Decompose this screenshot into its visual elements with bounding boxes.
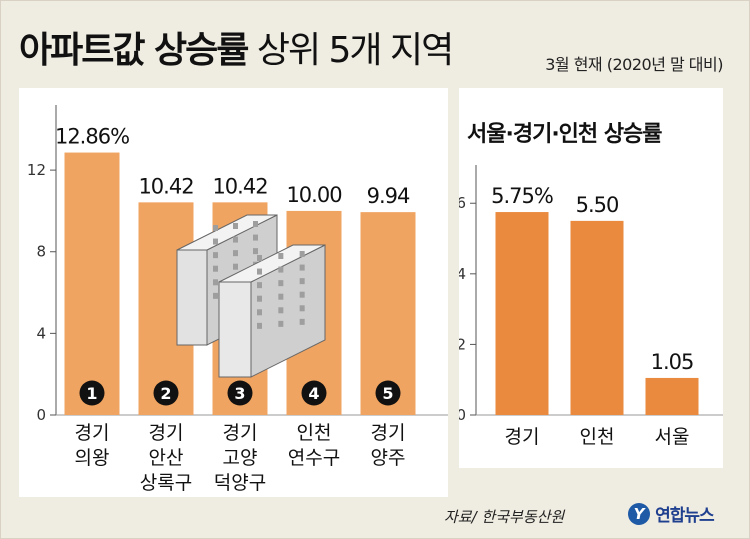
logo-text: 연합뉴스 — [655, 506, 715, 526]
category-label: 경기 — [223, 422, 258, 444]
y-tick-label: 4 — [36, 324, 46, 342]
rank-badge — [375, 380, 401, 406]
value-label: 5.75% — [491, 184, 553, 208]
rank-number: 5 — [382, 384, 393, 403]
y-tick-label: 0 — [36, 406, 46, 424]
category-label: 덕양구 — [214, 472, 266, 494]
value-label: 10.42 — [212, 174, 267, 198]
bar — [570, 220, 624, 415]
rank-number: 3 — [234, 384, 245, 403]
rank-badge — [153, 380, 179, 406]
rank-number: 1 — [86, 384, 97, 403]
y-tick-label: 2 — [459, 335, 466, 353]
y-tick-label: 12 — [27, 161, 46, 179]
category-label: 고양 — [223, 447, 258, 469]
y-tick-label: 4 — [459, 265, 466, 283]
rank-badge — [301, 380, 327, 406]
rank-number: 4 — [308, 384, 319, 403]
category-label: 경기 — [505, 426, 540, 448]
bar — [495, 212, 549, 415]
y-tick-label: 8 — [36, 243, 46, 261]
category-label: 안산 — [149, 447, 184, 469]
bar — [645, 377, 699, 415]
category-label: 양주 — [371, 447, 406, 469]
category-label: 의왕 — [75, 447, 110, 469]
region-bar-chart: 0 2 4 6 5.75% 경기 5.50 인천 1.05 서울 — [456, 165, 723, 448]
category-label: 인천 — [580, 426, 615, 448]
apartment-building-icon — [176, 214, 326, 378]
title-bold: 아파트값 상승률 — [19, 30, 249, 71]
category-label: 경기 — [371, 422, 406, 444]
value-label: 9.94 — [367, 184, 410, 208]
y-tick-label: 0 — [459, 406, 466, 424]
subtitle: 3월 현재 (2020년 말 대비) — [545, 55, 723, 74]
category-label: 상록구 — [140, 472, 192, 494]
source-note: 자료/ 한국부동산원 — [444, 508, 565, 526]
category-label: 경기 — [75, 422, 110, 444]
rank-badge — [79, 380, 105, 406]
category-label: 서울 — [655, 426, 690, 448]
page-title: 아파트값 상승률 상위 5개 지역 — [19, 21, 454, 73]
region-chart-title: 서울·경기·인천 상승률 — [467, 122, 663, 147]
value-label: 1.05 — [651, 350, 694, 374]
category-label: 인천 — [297, 422, 332, 444]
rank-number: 2 — [160, 384, 171, 403]
y-tick-label: 6 — [459, 194, 466, 212]
bar — [64, 152, 120, 415]
value-label: 12.86% — [55, 125, 129, 149]
value-label: 10.42 — [138, 174, 193, 198]
region-chart-panel: 서울·경기·인천 상승률 0 2 4 6 5.75% 경기 5.50 인천 1.05 서울 — [456, 88, 723, 468]
rank-badge — [227, 380, 253, 406]
yonhap-logo: Y 연합뉴스 — [628, 501, 715, 526]
category-label: 경기 — [149, 422, 184, 444]
category-label: 연수구 — [288, 447, 340, 469]
title-rest: 상위 5개 지역 — [256, 30, 454, 71]
value-label: 10.00 — [286, 183, 341, 207]
value-label: 5.50 — [576, 193, 619, 217]
logo-mark: Y — [628, 502, 650, 525]
